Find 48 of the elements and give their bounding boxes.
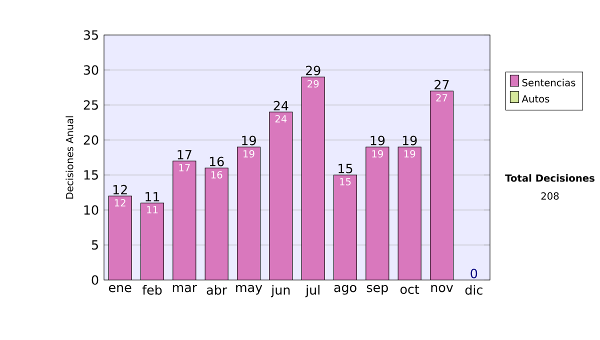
y-tick-label: 5 xyxy=(92,240,98,250)
total-label: 29 xyxy=(306,66,320,76)
x-tick-label: oct xyxy=(400,284,420,294)
data-label: 12 xyxy=(114,199,126,206)
total-label: 16 xyxy=(210,156,224,166)
y-tick-label: 30 xyxy=(84,65,98,75)
y-tick-label: 35 xyxy=(84,30,98,40)
data-label: 29 xyxy=(308,80,319,88)
data-label: 16 xyxy=(211,171,222,179)
x-tick-label: ene xyxy=(109,284,132,292)
total-label: 15 xyxy=(338,164,352,174)
x-tick-label: nov xyxy=(431,284,454,292)
data-label: 19 xyxy=(372,150,383,158)
total-label: 19 xyxy=(402,136,417,146)
data-label: 11 xyxy=(147,206,158,214)
x-tick-label: jul xyxy=(305,284,320,298)
text: Total Decisiones xyxy=(505,174,594,182)
legend-label: Sentencias xyxy=(522,78,576,86)
x-tick-label: mar xyxy=(172,284,198,292)
total-label: 11 xyxy=(146,192,160,202)
x-tick-label: abr xyxy=(206,284,228,295)
total-label: 12 xyxy=(113,184,127,194)
total-label: 24 xyxy=(274,100,288,110)
total-label: 27 xyxy=(434,80,449,90)
data-label: 19 xyxy=(404,150,416,158)
x-tick-label: dic xyxy=(465,284,482,295)
x-tick-label: ago xyxy=(334,284,356,295)
y-tick-label: 20 xyxy=(84,135,98,145)
data-label: 17 xyxy=(179,164,190,172)
total-label: 19 xyxy=(242,136,256,146)
total-label: 0 xyxy=(470,268,478,278)
x-tick-label: feb xyxy=(142,284,162,295)
total-label: 17 xyxy=(178,150,192,160)
data-label: 19 xyxy=(244,150,254,158)
total-label: 19 xyxy=(370,136,385,146)
data-label: 15 xyxy=(340,178,351,186)
y-tick-label: 25 xyxy=(84,100,98,110)
x-tick-label: sep xyxy=(366,284,388,295)
data-label: 27 xyxy=(436,94,448,102)
y-tick-label: 15 xyxy=(84,170,98,180)
data-label: 24 xyxy=(275,115,287,122)
x-tick-label: jun xyxy=(270,284,290,298)
y-tick-label: 0 xyxy=(92,275,98,285)
x-tick-label: may xyxy=(236,284,262,295)
legend-label: Autos xyxy=(522,95,550,103)
y-axis-title: Decisiones Anual xyxy=(66,116,74,199)
y-tick-label: 10 xyxy=(84,205,98,215)
text: 208 xyxy=(541,192,559,200)
